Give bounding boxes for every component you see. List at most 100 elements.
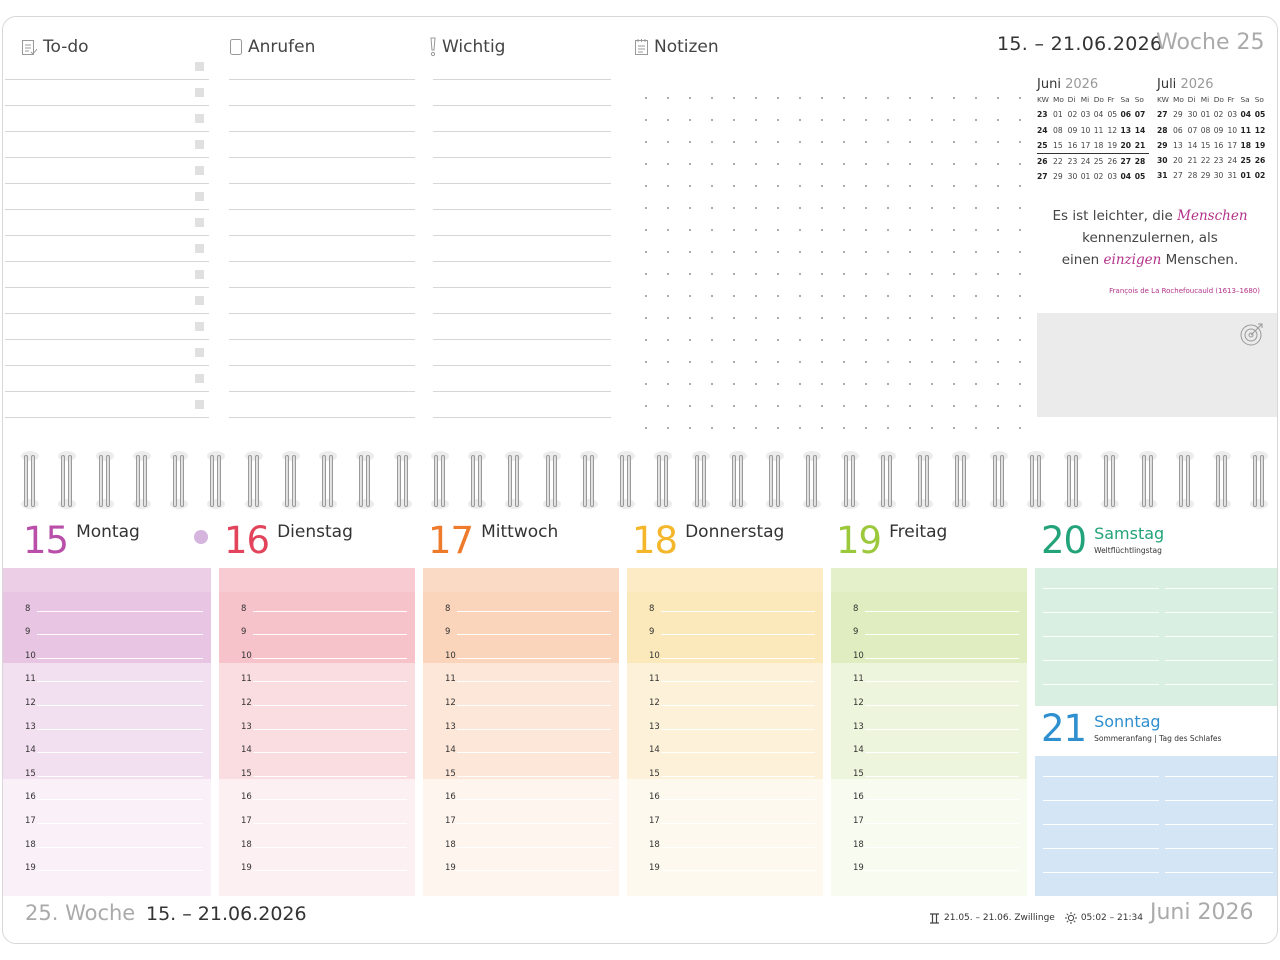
important-line[interactable] [433,235,611,236]
weekend-line[interactable] [1043,872,1159,873]
important-line[interactable] [433,79,611,80]
important-line[interactable] [433,417,611,418]
weekend-line[interactable] [1043,660,1159,661]
mini-day[interactable]: 23 [1067,157,1078,167]
hour-slot[interactable]: 11 [3,663,211,687]
mini-day[interactable]: 29 [1173,110,1183,120]
hour-slot[interactable]: 13 [423,710,619,734]
call-line[interactable] [229,287,415,288]
todo-checkbox[interactable] [195,244,204,253]
weekend-line[interactable] [1165,800,1273,801]
hour-slot[interactable]: 15 [627,757,823,781]
important-line[interactable] [433,131,611,132]
mini-day[interactable]: 11 [1240,125,1252,135]
important-line[interactable] [433,261,611,262]
mini-day[interactable]: 13 [1120,125,1132,135]
todo-line[interactable] [5,105,209,106]
hour-slot[interactable]: 17 [831,804,1027,828]
hour-slot[interactable]: 11 [831,663,1027,687]
todo-line[interactable] [5,209,209,210]
hour-slot[interactable]: 15 [3,757,211,781]
mini-day[interactable]: 12 [1107,125,1118,135]
hour-slot[interactable]: 16 [219,781,415,805]
hour-slot[interactable]: 12 [3,686,211,710]
weekend-line[interactable] [1043,824,1159,825]
todo-line[interactable] [5,339,209,340]
hour-slot[interactable]: 11 [423,663,619,687]
hour-slot[interactable]: 13 [219,710,415,734]
mini-day[interactable]: 05 [1254,110,1266,120]
todo-checkbox[interactable] [195,322,204,331]
todo-line[interactable] [5,235,209,236]
hour-slot[interactable]: 17 [3,804,211,828]
weekend-line[interactable] [1043,776,1159,777]
hour-slot[interactable]: 8 [3,592,211,616]
mini-day[interactable]: 10 [1080,125,1091,135]
call-line[interactable] [229,79,415,80]
hour-slot[interactable]: 15 [219,757,415,781]
mini-day[interactable]: 03 [1080,110,1091,120]
call-line[interactable] [229,417,415,418]
todo-line[interactable] [5,365,209,366]
hour-slot[interactable]: 16 [3,781,211,805]
mini-day[interactable]: 20 [1120,140,1132,150]
todo-checkbox[interactable] [195,192,204,201]
weekend-line[interactable] [1165,684,1273,685]
mini-day[interactable]: 14 [1134,125,1146,135]
mini-day[interactable]: 05 [1107,110,1118,120]
mini-day[interactable]: 29 [1053,172,1063,182]
mini-day[interactable]: 05 [1134,172,1146,182]
call-line[interactable] [229,209,415,210]
hour-slot[interactable]: 8 [423,592,619,616]
mini-day[interactable]: 15 [1200,140,1211,150]
todo-checkbox[interactable] [195,296,204,305]
todo-line[interactable] [5,261,209,262]
mini-day[interactable]: 16 [1067,140,1078,150]
hour-slot[interactable]: 17 [219,804,415,828]
important-line[interactable] [433,339,611,340]
mini-day[interactable]: 02 [1093,172,1104,182]
hour-slot[interactable]: 19 [831,852,1027,876]
todo-line[interactable] [5,79,209,80]
hour-slot[interactable]: 13 [3,710,211,734]
hour-slot[interactable]: 10 [423,639,619,663]
mini-day[interactable]: 28 [1134,157,1146,167]
sunday-notes-area[interactable] [1035,756,1277,896]
hour-slot[interactable]: 12 [831,686,1027,710]
mini-day[interactable]: 09 [1213,125,1224,135]
hour-slot[interactable]: 11 [627,663,823,687]
todo-checkbox[interactable] [195,88,204,97]
mini-day[interactable]: 19 [1254,140,1266,150]
hour-slot[interactable]: 12 [219,686,415,710]
weekend-line[interactable] [1165,848,1273,849]
mini-day[interactable]: 19 [1107,140,1118,150]
weekend-line[interactable] [1043,800,1159,801]
hour-slot[interactable]: 18 [627,828,823,852]
important-line[interactable] [433,391,611,392]
weekend-line[interactable] [1165,612,1273,613]
mini-day[interactable]: 24 [1227,156,1238,166]
hour-slot[interactable]: 15 [423,757,619,781]
todo-line[interactable] [5,183,209,184]
todo-line[interactable] [5,157,209,158]
hour-slot[interactable]: 19 [423,852,619,876]
mini-day[interactable]: 06 [1120,110,1132,120]
call-line[interactable] [229,261,415,262]
mini-day[interactable]: 02 [1213,110,1224,120]
mini-day[interactable]: 28 [1187,171,1198,181]
notes-dot-grid[interactable] [635,87,1025,439]
hour-slot[interactable]: 16 [831,781,1027,805]
todo-checkbox[interactable] [195,114,204,123]
hour-slot[interactable]: 19 [627,852,823,876]
mini-day[interactable]: 08 [1200,125,1211,135]
hour-slot[interactable]: 14 [423,734,619,758]
weekend-line[interactable] [1043,684,1159,685]
mini-day[interactable]: 14 [1187,140,1198,150]
mini-day[interactable]: 25 [1093,157,1104,167]
hour-slot[interactable]: 13 [831,710,1027,734]
mini-day[interactable]: 13 [1173,140,1183,150]
mini-day[interactable]: 26 [1107,157,1118,167]
call-line[interactable] [229,365,415,366]
hour-slot[interactable]: 18 [219,828,415,852]
todo-checkbox[interactable] [195,166,204,175]
